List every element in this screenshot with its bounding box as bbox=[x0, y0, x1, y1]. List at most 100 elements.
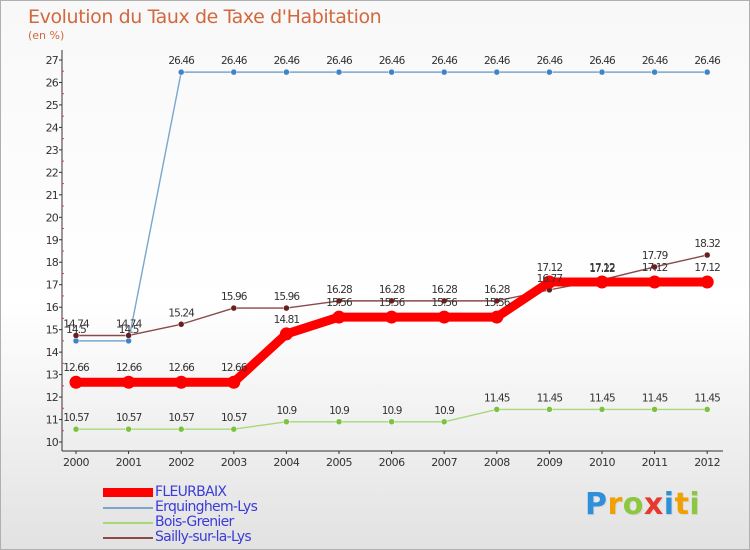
x-tick-label: 2008 bbox=[484, 456, 510, 469]
y-tick-label: 24 bbox=[46, 121, 59, 134]
x-tick-label: 2012 bbox=[694, 456, 720, 469]
legend-swatch bbox=[103, 488, 153, 497]
data-label: 26.46 bbox=[379, 55, 406, 67]
y-tick-label: 10 bbox=[46, 436, 59, 449]
logo-letter: i bbox=[689, 487, 701, 522]
y-tick-label: 21 bbox=[46, 189, 58, 202]
data-label: 15.56 bbox=[326, 297, 353, 309]
data-label: 18.32 bbox=[694, 238, 720, 250]
data-point-sailly-sur-la-lys bbox=[125, 332, 132, 339]
x-tick-label: 2000 bbox=[63, 456, 89, 469]
data-label: 16.28 bbox=[484, 284, 510, 296]
y-tick-label: 26 bbox=[46, 76, 59, 89]
data-point-erquinghem-lys bbox=[546, 68, 553, 76]
data-point-bois-grenier bbox=[493, 406, 501, 413]
data-point-fleurbaix bbox=[279, 327, 293, 341]
logo-letter: x bbox=[643, 487, 664, 522]
data-point-bois-grenier bbox=[230, 425, 238, 433]
y-tick-label: 12 bbox=[46, 391, 58, 404]
legend-swatch bbox=[103, 537, 153, 539]
data-label: 10.57 bbox=[116, 412, 142, 424]
data-label: 10.9 bbox=[434, 405, 454, 417]
data-point-erquinghem-lys bbox=[493, 68, 501, 76]
proxiti-logo: Proxiti bbox=[585, 487, 700, 522]
data-point-bois-grenier bbox=[546, 406, 553, 413]
data-point-erquinghem-lys bbox=[388, 68, 395, 76]
data-label: 14.5 bbox=[119, 324, 139, 336]
logo-letter: t bbox=[674, 487, 690, 522]
data-point-sailly-sur-la-lys bbox=[283, 304, 290, 312]
data-label: 10.9 bbox=[329, 405, 349, 417]
x-tick-label: 2001 bbox=[116, 456, 142, 469]
data-point-sailly-sur-la-lys bbox=[230, 304, 238, 312]
data-label: 12.66 bbox=[63, 362, 90, 374]
data-label: 15.56 bbox=[379, 297, 406, 309]
data-point-bois-grenier bbox=[598, 406, 606, 413]
y-tick-label: 19 bbox=[46, 234, 59, 247]
data-label: 15.24 bbox=[168, 307, 195, 319]
y-tick-label: 14 bbox=[46, 346, 59, 359]
data-point-sailly-sur-la-lys bbox=[335, 297, 343, 305]
data-point-erquinghem-lys bbox=[703, 68, 711, 76]
x-tick-label: 2007 bbox=[431, 456, 457, 469]
y-tick-label: 11 bbox=[46, 414, 58, 427]
data-label: 26.46 bbox=[274, 55, 301, 67]
data-point-fleurbaix bbox=[69, 375, 83, 389]
data-point-erquinghem-lys bbox=[283, 68, 290, 76]
data-point-fleurbaix bbox=[490, 310, 504, 324]
data-point-bois-grenier bbox=[72, 425, 80, 433]
data-point-fleurbaix bbox=[227, 375, 241, 389]
data-point-bois-grenier bbox=[125, 425, 132, 433]
data-point-erquinghem-lys bbox=[598, 68, 606, 76]
data-label: 16.28 bbox=[431, 284, 457, 296]
data-label: 14.5 bbox=[66, 324, 86, 336]
data-label: 16.28 bbox=[379, 284, 405, 296]
legend-swatch bbox=[103, 507, 153, 509]
data-label: 15.56 bbox=[484, 297, 511, 309]
legend-label: Erquinghem-Lys bbox=[155, 499, 258, 515]
x-tick-label: 2002 bbox=[168, 456, 194, 469]
y-tick-label: 23 bbox=[46, 144, 59, 157]
data-label: 17.12 bbox=[589, 262, 615, 274]
data-point-bois-grenier bbox=[177, 425, 185, 433]
chart-title: Evolution du Taux de Taxe d'Habitation bbox=[28, 6, 382, 28]
x-tick-label: 2010 bbox=[589, 456, 615, 469]
y-tick-label: 27 bbox=[46, 54, 59, 67]
data-label: 14.81 bbox=[274, 314, 300, 326]
x-tick-label: 2003 bbox=[221, 456, 247, 469]
data-label: 16.28 bbox=[326, 284, 352, 296]
y-tick-label: 18 bbox=[46, 256, 59, 269]
data-label: 11.45 bbox=[694, 392, 720, 404]
y-axis-unit-label: (en %) bbox=[28, 29, 65, 42]
data-label: 17.12 bbox=[694, 262, 720, 274]
data-point-sailly-sur-la-lys bbox=[72, 332, 80, 339]
data-point-erquinghem-lys bbox=[230, 68, 238, 76]
data-point-fleurbaix bbox=[437, 310, 451, 324]
data-label: 26.46 bbox=[326, 55, 353, 67]
data-point-erquinghem-lys bbox=[72, 337, 80, 345]
data-point-sailly-sur-la-lys bbox=[440, 297, 448, 305]
data-label: 14.74 bbox=[63, 318, 90, 330]
data-label: 17.79 bbox=[642, 250, 668, 262]
data-label: 10.57 bbox=[221, 412, 247, 424]
data-label: 26.46 bbox=[589, 55, 616, 67]
data-label: 11.45 bbox=[537, 392, 563, 404]
data-point-bois-grenier bbox=[703, 406, 711, 413]
legend-label: Bois-Grenier bbox=[155, 514, 234, 530]
y-tick-label: 13 bbox=[46, 369, 59, 382]
data-point-sailly-sur-la-lys bbox=[651, 263, 658, 271]
x-tick-label: 2011 bbox=[642, 456, 668, 469]
data-label: 11.45 bbox=[484, 392, 510, 404]
data-point-bois-grenier bbox=[440, 418, 448, 426]
data-label: 12.66 bbox=[221, 362, 248, 374]
data-point-fleurbaix bbox=[542, 275, 556, 289]
data-label: 10.9 bbox=[277, 405, 297, 417]
y-tick-label: 15 bbox=[46, 324, 59, 337]
y-tick-label: 17 bbox=[46, 279, 59, 292]
data-label: 26.46 bbox=[221, 55, 248, 67]
data-point-fleurbaix bbox=[122, 375, 136, 389]
data-point-sailly-sur-la-lys bbox=[493, 297, 501, 305]
data-label: 11.45 bbox=[642, 392, 668, 404]
